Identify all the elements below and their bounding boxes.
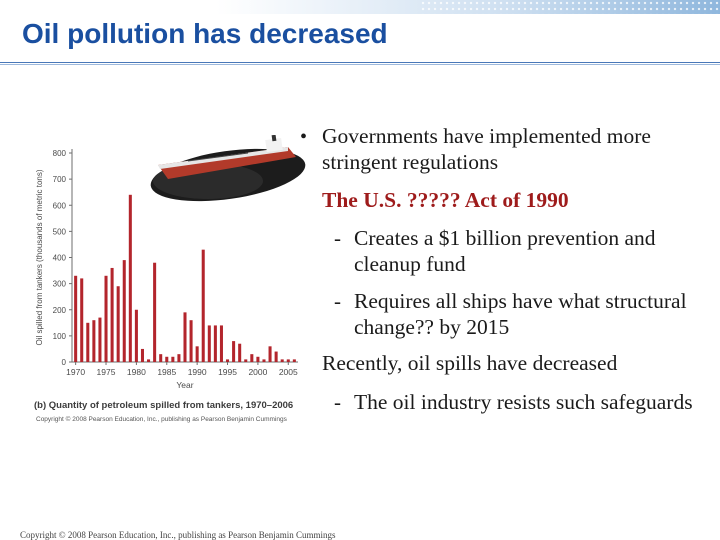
x-tick-label: 1995 — [218, 367, 237, 377]
oil-tanker-photo — [150, 135, 306, 202]
bar — [147, 359, 151, 362]
bar — [153, 262, 157, 362]
sub-bullet-dash: - — [334, 289, 341, 313]
figure-caption: (b) Quantity of petroleum spilled from t… — [34, 400, 294, 411]
sub-bullet-structural-change: Requires all ships have what structural … — [354, 289, 687, 339]
bar — [244, 359, 248, 362]
x-tick-label: 1990 — [188, 367, 207, 377]
bar — [183, 312, 187, 362]
x-axis-label: Year — [176, 380, 193, 390]
bar — [92, 320, 96, 362]
bar — [86, 322, 90, 362]
y-tick-label: 800 — [53, 149, 67, 158]
spill-bar-chart: 0 100 200 300 400 500 600 700 800 1970 1975 1980 198… — [35, 149, 298, 390]
bullet-marker: • — [300, 126, 308, 148]
bar — [201, 249, 205, 362]
y-tick-label: 200 — [53, 306, 67, 315]
bar — [159, 354, 163, 362]
sub-bullet-dash: - — [334, 226, 341, 250]
title-rule — [0, 62, 720, 63]
bar — [165, 356, 169, 362]
bar — [98, 317, 102, 362]
x-tick-label: 2000 — [248, 367, 267, 377]
top-decorative-band — [0, 0, 720, 14]
bar — [238, 343, 242, 362]
y-axis-label: Oil spilled from tankers (thousands of m… — [35, 169, 44, 345]
slide-title: Oil pollution has decreased — [22, 18, 388, 49]
bar — [250, 354, 254, 362]
bar — [74, 275, 78, 362]
bar — [195, 346, 199, 362]
bar — [232, 341, 236, 362]
sub-bullet-dash: - — [334, 390, 341, 414]
bar — [286, 359, 290, 362]
bar — [292, 359, 296, 362]
bar — [213, 325, 217, 362]
bar — [219, 325, 223, 362]
x-tick-label: 1975 — [97, 367, 116, 377]
bar — [274, 351, 278, 362]
title-rule-secondary — [0, 64, 720, 65]
bar — [110, 267, 114, 362]
bullet-act-1990: The U.S. ????? Act of 1990 — [322, 188, 569, 212]
bar — [104, 275, 108, 362]
y-tick-label: 500 — [53, 227, 67, 236]
bar — [140, 348, 144, 362]
y-tick-label: 700 — [53, 175, 67, 184]
bar — [280, 359, 284, 362]
y-tick-label: 400 — [53, 254, 67, 263]
bar — [207, 325, 211, 362]
y-tick-label: 300 — [53, 280, 67, 289]
y-tick-label: 0 — [62, 358, 67, 367]
x-tick-label: 1980 — [127, 367, 146, 377]
bar — [226, 359, 230, 362]
bullet-regulations: Governments have implemented more string… — [322, 124, 651, 174]
x-tick-label: 2005 — [279, 367, 298, 377]
bar — [177, 354, 181, 362]
bar — [256, 356, 260, 362]
figure-copyright: Copyright © 2008 Pearson Education, Inc.… — [36, 416, 287, 423]
bar — [134, 309, 138, 362]
bar — [262, 359, 266, 362]
bullet-spills-decreased: Recently, oil spills have decreased — [322, 351, 618, 375]
sub-bullet-industry-resists: The oil industry resists such safeguards — [354, 390, 693, 414]
bar — [268, 346, 272, 362]
bar — [116, 286, 120, 362]
y-tick-label: 600 — [53, 201, 67, 210]
figure-panel: 0 100 200 300 400 500 600 700 800 1970 1975 1980 198… — [30, 125, 310, 430]
y-tick-label: 100 — [53, 332, 67, 341]
bar — [122, 260, 126, 362]
slide-footer-copyright: Copyright © 2008 Pearson Education, Inc.… — [20, 530, 336, 540]
bar — [171, 356, 175, 362]
bar — [128, 194, 132, 362]
bar — [80, 278, 84, 362]
bar — [189, 320, 193, 362]
sub-bullet-fund: Creates a $1 billion prevention and clea… — [354, 226, 656, 276]
x-tick-label: 1985 — [157, 367, 176, 377]
x-tick-label: 1970 — [66, 367, 85, 377]
